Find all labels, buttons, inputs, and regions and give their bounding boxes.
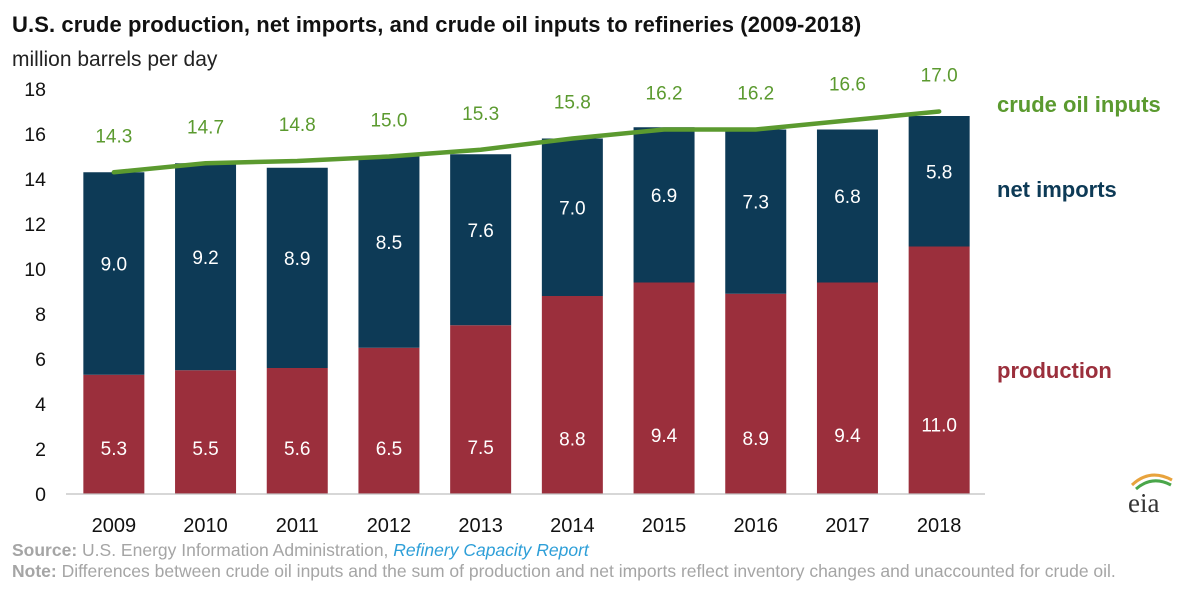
line-label-crude-oil-inputs: 16.2	[737, 84, 774, 105]
chart-footer: Source: U.S. Energy Information Administ…	[12, 540, 1162, 582]
line-crude-oil-inputs	[111, 109, 942, 175]
x-tick-label: 2014	[550, 515, 595, 537]
bar-label-production: 8.8	[559, 430, 585, 451]
x-tick-label: 2011	[276, 515, 319, 537]
bar-label-net-imports: 8.9	[284, 249, 310, 270]
bar-label-net-imports: 5.8	[926, 162, 952, 183]
stacked-bar-chart: 0 2 4 6 8 10 12 14 16 18 5.3 9.0 2009 5.5 9.2 2010 5.6 8.…	[24, 66, 1161, 538]
bar-production	[358, 347, 420, 494]
bar-label-production: 7.5	[467, 438, 493, 459]
bar-label-production: 5.6	[284, 439, 310, 460]
line-label-crude-oil-inputs: 14.3	[95, 126, 132, 147]
legend-crude-oil-inputs: crude oil inputs	[997, 92, 1161, 117]
line-label-crude-oil-inputs: 15.0	[370, 111, 407, 132]
x-tick-label: 2016	[734, 515, 779, 537]
eia-logo-arc-2	[1135, 479, 1172, 491]
bar-label-production: 9.4	[834, 426, 861, 447]
bar-label-production: 8.9	[743, 429, 769, 450]
bar-net-imports	[175, 163, 237, 371]
y-tick-label: 10	[24, 259, 46, 281]
y-tick-label: 16	[24, 124, 46, 146]
bar-net-imports	[816, 129, 878, 283]
x-tick-label: 2010	[183, 515, 228, 537]
bar-label-production: 5.5	[192, 439, 218, 460]
bar-production	[816, 282, 878, 494]
bar-production	[175, 370, 237, 494]
chart-subtitle: million barrels per day	[12, 48, 218, 71]
y-tick-label: 4	[35, 394, 46, 416]
eia-logo-text: eia	[1128, 488, 1159, 516]
y-tick-label: 18	[24, 79, 46, 101]
bar-production	[450, 325, 512, 494]
bar-production	[725, 293, 787, 494]
bar-label-net-imports: 6.9	[651, 186, 677, 207]
note-line: Note: Differences between crude oil inpu…	[12, 561, 1162, 582]
y-tick-label: 0	[35, 484, 46, 506]
bar-label-production: 11.0	[921, 416, 957, 437]
note-label: Note:	[12, 561, 57, 581]
bar-label-net-imports: 8.5	[376, 233, 402, 254]
bar-net-imports	[83, 172, 145, 375]
bar-production	[633, 282, 695, 494]
bar-production	[908, 246, 970, 494]
x-tick-label: 2015	[642, 515, 687, 537]
line-label-crude-oil-inputs: 16.6	[829, 75, 866, 96]
bar-production	[541, 296, 603, 494]
source-line: Source: U.S. Energy Information Administ…	[12, 540, 1162, 561]
x-tick-label: 2013	[458, 515, 503, 537]
y-tick-label: 2	[35, 439, 46, 461]
bar-label-net-imports: 7.6	[467, 221, 493, 242]
legend-production: production	[997, 358, 1112, 383]
bar-net-imports	[358, 156, 420, 348]
line-label-crude-oil-inputs: 15.8	[554, 93, 591, 114]
line-label-crude-oil-inputs: 14.8	[279, 115, 316, 136]
bar-net-imports	[450, 154, 512, 326]
bar-label-net-imports: 6.8	[834, 187, 860, 208]
bar-label-production: 9.4	[651, 426, 678, 447]
bar-net-imports	[541, 138, 603, 296]
bar-label-net-imports: 7.3	[743, 193, 769, 214]
x-tick-label: 2018	[917, 515, 962, 537]
bar-label-net-imports: 7.0	[559, 198, 585, 219]
bar-label-production: 6.5	[376, 439, 402, 460]
bar-label-production: 5.3	[101, 439, 127, 460]
bar-production	[266, 368, 328, 494]
eia-logo-arc-1	[1130, 473, 1173, 487]
line-label-crude-oil-inputs: 15.3	[462, 104, 499, 125]
x-tick-label: 2012	[367, 515, 412, 537]
source-report-link[interactable]: Refinery Capacity Report	[393, 540, 589, 560]
x-tick-label: 2009	[92, 515, 137, 537]
y-tick-label: 14	[24, 169, 46, 191]
bar-net-imports	[725, 129, 787, 294]
note-text: Differences between crude oil inputs and…	[61, 561, 1116, 581]
line-label-crude-oil-inputs: 17.0	[921, 66, 958, 87]
bar-net-imports	[908, 116, 970, 247]
y-tick-label: 8	[35, 304, 46, 326]
legend-net-imports: net imports	[997, 177, 1117, 202]
x-tick-label: 2017	[825, 515, 870, 537]
eia-logo: eia	[1128, 473, 1173, 516]
chart-title: U.S. crude production, net imports, and …	[12, 12, 862, 37]
bar-net-imports	[266, 167, 328, 368]
line-label-crude-oil-inputs: 14.7	[187, 117, 224, 138]
bar-label-net-imports: 9.2	[192, 248, 218, 269]
line-label-crude-oil-inputs: 16.2	[646, 84, 683, 105]
bar-net-imports	[633, 127, 695, 283]
y-tick-label: 6	[35, 349, 46, 371]
source-text: U.S. Energy Information Administration,	[82, 540, 389, 560]
bar-production	[83, 374, 145, 494]
y-tick-label: 12	[24, 214, 46, 236]
bar-label-net-imports: 9.0	[101, 255, 127, 276]
source-label: Source:	[12, 540, 78, 560]
